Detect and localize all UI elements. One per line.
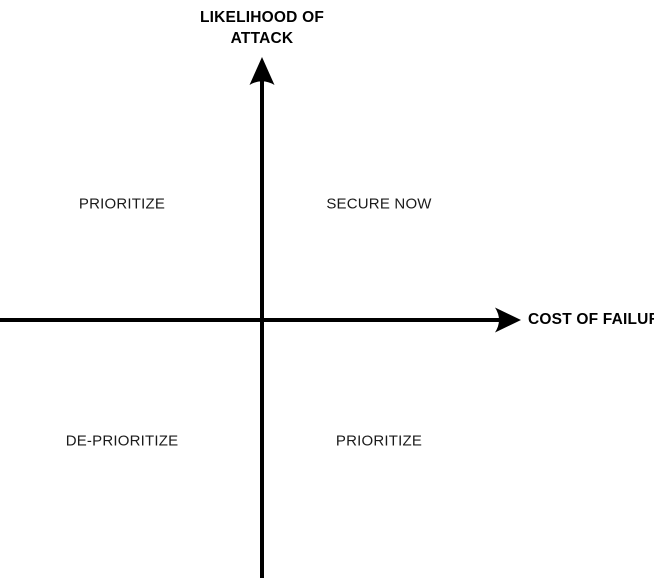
quadrant-label-top-right: SECURE NOW [326, 195, 432, 213]
y-axis-title-line1: LIKELIHOOD OF [199, 9, 325, 26]
y-axis-title: LIKELIHOOD OF ATTACK [200, 7, 324, 49]
right-arrowhead-icon [495, 307, 521, 333]
quadrant-label-bottom-left: DE-PRIORITIZE [65, 432, 179, 450]
quadrant-label-top-left: PRIORITIZE [78, 195, 166, 213]
x-axis-title: COST OF FAILURE [528, 311, 654, 328]
y-axis-title-line2: ATTACK [230, 30, 294, 47]
quadrant-label-bottom-right: PRIORITIZE [335, 432, 423, 450]
up-arrowhead-icon [249, 57, 275, 85]
